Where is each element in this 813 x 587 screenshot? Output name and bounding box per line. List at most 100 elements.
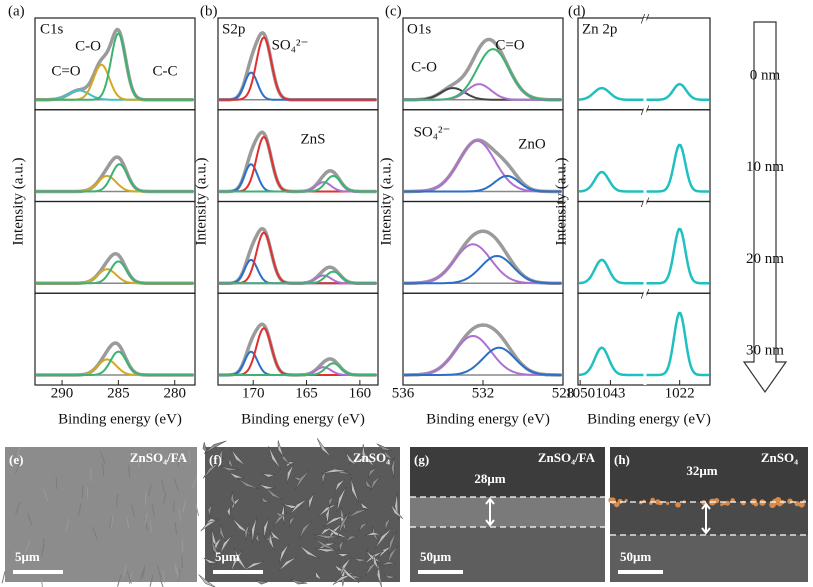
flake bbox=[384, 517, 391, 531]
texture bbox=[178, 508, 181, 521]
flake bbox=[230, 449, 246, 466]
flake bbox=[361, 444, 368, 465]
x-tick-label: 1050 bbox=[565, 385, 595, 401]
flake bbox=[380, 561, 396, 566]
spectrum-title: C1s bbox=[40, 21, 64, 37]
texture bbox=[15, 501, 21, 515]
component-peak bbox=[36, 358, 194, 376]
flake bbox=[286, 464, 294, 484]
deposit bbox=[720, 503, 724, 507]
thickness-arrow bbox=[701, 502, 711, 535]
texture bbox=[182, 500, 186, 513]
flake bbox=[390, 503, 404, 519]
sem-image bbox=[608, 447, 808, 582]
flake bbox=[325, 506, 331, 524]
texture bbox=[116, 494, 119, 507]
texture bbox=[163, 491, 167, 504]
component-peak bbox=[36, 163, 194, 193]
y-axis-label: Intensity (a.u.) bbox=[193, 158, 209, 246]
texture bbox=[122, 564, 127, 577]
envelope bbox=[404, 229, 562, 285]
flake bbox=[317, 438, 332, 458]
flake bbox=[353, 557, 368, 563]
deposit bbox=[617, 498, 623, 504]
flake bbox=[233, 547, 249, 573]
deposit bbox=[759, 499, 766, 506]
row-frame bbox=[402, 292, 564, 386]
texture bbox=[174, 563, 180, 576]
thickness-label: 10 nm bbox=[746, 159, 784, 175]
texture bbox=[188, 450, 191, 463]
peak-annotation: C=O bbox=[51, 63, 80, 79]
texture bbox=[128, 465, 130, 478]
flake bbox=[237, 478, 259, 490]
component-peak bbox=[219, 270, 377, 285]
texture bbox=[110, 515, 114, 528]
flake bbox=[203, 557, 218, 564]
deposit bbox=[675, 501, 681, 508]
flake bbox=[230, 491, 236, 507]
thickness-label: 20 nm bbox=[746, 251, 784, 267]
component-peak bbox=[36, 350, 194, 376]
y-axis-label: Intensity (a.u.) bbox=[553, 158, 569, 246]
sem-background bbox=[410, 447, 605, 497]
peak-annotation: C=O bbox=[495, 37, 524, 53]
flake bbox=[336, 553, 350, 558]
peak-annotation: C-O bbox=[75, 38, 101, 54]
flake bbox=[260, 496, 271, 503]
panel-label: (d) bbox=[568, 3, 586, 19]
component-peak bbox=[578, 258, 644, 285]
component-peak bbox=[36, 268, 194, 285]
flake bbox=[312, 533, 340, 539]
deposit bbox=[614, 501, 620, 508]
sem-sample-label: ZnSO₄ bbox=[353, 450, 390, 465]
component-peak bbox=[36, 32, 194, 101]
component-peak bbox=[404, 346, 562, 376]
component-peak bbox=[646, 227, 709, 285]
spectrum-title: O1s bbox=[407, 21, 431, 37]
texture bbox=[128, 571, 134, 584]
peak-annotation: SO₄²⁻ bbox=[414, 124, 451, 140]
flake bbox=[230, 550, 243, 573]
deposit bbox=[624, 498, 628, 503]
flake bbox=[268, 446, 282, 470]
flake bbox=[365, 478, 373, 490]
row-frame bbox=[34, 109, 196, 203]
texture bbox=[159, 578, 164, 587]
envelope bbox=[36, 341, 194, 377]
x-tick-label: 536 bbox=[392, 385, 415, 401]
x-tick-label: 1043 bbox=[595, 385, 625, 401]
peak-annotation: ZnS bbox=[300, 131, 325, 147]
texture bbox=[27, 512, 33, 526]
flake bbox=[321, 468, 348, 474]
texture bbox=[126, 571, 132, 584]
texture bbox=[162, 570, 166, 583]
component-peak bbox=[578, 170, 644, 193]
texture bbox=[86, 486, 89, 499]
flake bbox=[228, 456, 234, 469]
flake bbox=[198, 574, 216, 587]
flake bbox=[289, 498, 308, 515]
component-peak bbox=[404, 174, 562, 193]
envelope bbox=[404, 323, 562, 377]
texture bbox=[40, 577, 44, 587]
component-peak bbox=[36, 174, 194, 193]
flake bbox=[255, 532, 260, 545]
row-frame bbox=[402, 200, 564, 294]
thickness-text: 32μm bbox=[686, 463, 717, 478]
flake bbox=[268, 532, 275, 551]
flake bbox=[318, 503, 338, 517]
sem-sample-label: ZnSO₄/FA bbox=[130, 450, 188, 465]
flake bbox=[347, 508, 369, 519]
flake bbox=[231, 497, 241, 511]
envelope bbox=[36, 155, 194, 194]
flake bbox=[388, 531, 397, 555]
texture bbox=[173, 478, 179, 491]
component-peak bbox=[219, 350, 377, 376]
flake bbox=[375, 527, 393, 549]
component-peak bbox=[219, 36, 377, 101]
texture bbox=[174, 567, 180, 580]
texture bbox=[172, 500, 175, 513]
flake bbox=[339, 557, 352, 577]
texture bbox=[192, 476, 197, 489]
